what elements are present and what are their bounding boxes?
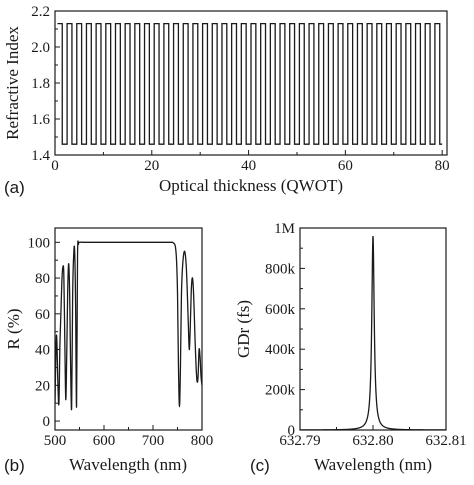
x-tick-label: 500 xyxy=(44,433,67,449)
x-tick-label: 632.80 xyxy=(352,433,393,449)
x-tick-label: 600 xyxy=(93,433,116,449)
x-tick-label: 0 xyxy=(51,158,59,174)
y-tick-label: 2.0 xyxy=(31,40,50,56)
y-tick-label: 20 xyxy=(35,378,50,394)
y-tick-label: 1.4 xyxy=(31,148,50,164)
x-tick-label: 80 xyxy=(435,158,450,174)
x-tick-label: 700 xyxy=(142,433,165,449)
y-tick-label: 600k xyxy=(265,302,296,318)
y-tick-label: 60 xyxy=(35,307,50,323)
series-line xyxy=(300,236,446,430)
series-line xyxy=(55,240,202,411)
panel-label: (b) xyxy=(4,456,25,475)
y-tick-label: 400k xyxy=(265,342,296,358)
y-tick-label: 80 xyxy=(35,271,50,287)
x-axis-label: Wavelength (nm) xyxy=(69,455,187,474)
x-tick-label: 632.81 xyxy=(425,433,466,449)
series-line xyxy=(57,22,443,145)
y-axis-label: GDr (fs) xyxy=(234,300,253,358)
panel-a: 0 20 40 60 80 1.4 1.6 1.8 2.0 2.2 Optical thicknes… xyxy=(3,4,450,197)
y-tick-label: 0 xyxy=(288,423,296,439)
x-tick-label: 20 xyxy=(144,158,159,174)
y-tick-label: 100 xyxy=(28,235,51,251)
y-tick-label: 200k xyxy=(265,383,296,399)
y-axis-label: Refractive Index xyxy=(3,26,22,140)
x-axis-label: Optical thickness (QWOT) xyxy=(159,176,343,195)
y-axis-label: R (%) xyxy=(4,308,23,349)
y-tick-label: 40 xyxy=(35,343,50,359)
panel-b: 500 600 700 800 0 20 40 60 80 100 Wavelength (nm) R… xyxy=(4,227,214,475)
panel-c: 632.79 632.80 632.81 0 200k 400k 600k 800k 1M Wav… xyxy=(234,221,467,475)
x-tick-label: 40 xyxy=(241,158,256,174)
y-tick-label: 800k xyxy=(265,261,296,277)
x-axis-label: Wavelength (nm) xyxy=(314,455,432,474)
x-tick-label: 800 xyxy=(191,433,214,449)
panel-label: (a) xyxy=(4,178,25,197)
y-tick-label: 1M xyxy=(274,221,295,237)
y-tick-label: 1.6 xyxy=(31,112,50,128)
panel-label: (c) xyxy=(250,456,270,475)
y-tick-label: 0 xyxy=(43,414,51,430)
x-tick-label: 60 xyxy=(338,158,353,174)
x-tick-label: 632.79 xyxy=(279,433,320,449)
y-tick-label: 2.2 xyxy=(31,4,50,20)
y-tick-label: 1.8 xyxy=(31,76,50,92)
